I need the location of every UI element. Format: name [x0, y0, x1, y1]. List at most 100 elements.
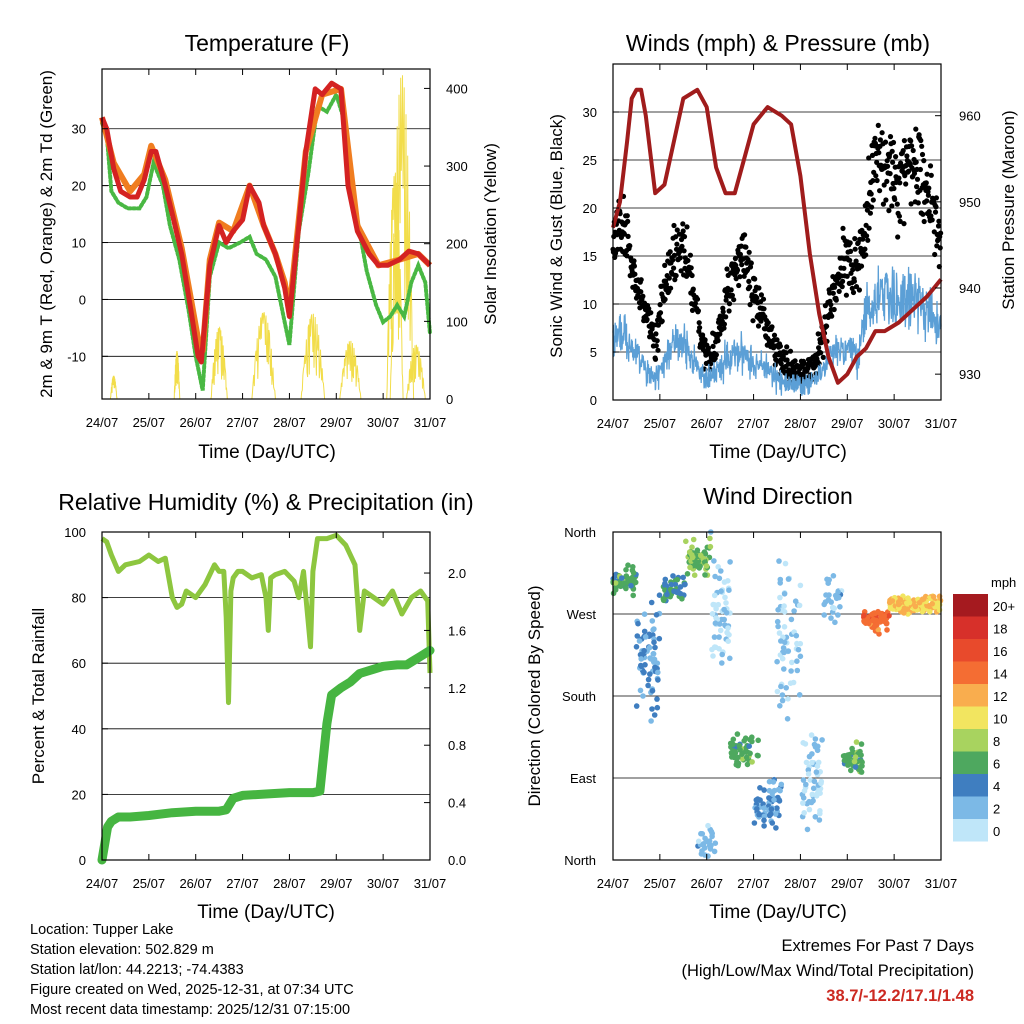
gust-point: [875, 122, 881, 128]
direction-point: [794, 658, 800, 664]
direction-point: [801, 788, 808, 794]
direction-point: [788, 668, 794, 674]
gust-point: [935, 223, 942, 229]
speed-legend-swatch: [953, 594, 988, 617]
x-tick-label: 31/07: [925, 416, 958, 431]
direction-y-tick: West: [567, 607, 597, 622]
gust-point: [657, 302, 663, 308]
direction-point: [852, 754, 859, 760]
direction-point: [709, 611, 716, 617]
direction-point: [904, 600, 910, 606]
gust-point: [679, 243, 685, 249]
gust-point: [921, 218, 927, 225]
direction-point: [832, 619, 838, 626]
temperature-y-tick: 20: [72, 179, 86, 194]
gust-point: [737, 274, 743, 280]
gust-point: [909, 143, 915, 149]
gust-point: [761, 306, 767, 312]
direction-point: [681, 581, 688, 588]
direction-point: [804, 826, 811, 833]
gust-point: [758, 292, 765, 298]
gust-point: [654, 338, 660, 344]
gust-point: [769, 324, 775, 330]
most-recent-timestamp: Most recent data timestamp: 2025/12/31 0…: [30, 1002, 351, 1018]
gust-point: [924, 171, 930, 177]
gust-point: [841, 265, 847, 271]
gust-point: [697, 325, 703, 331]
direction-point: [895, 601, 902, 608]
x-tick-label: 27/07: [226, 876, 259, 891]
figure-created: Figure created on Wed, 2025-12-31, at 07…: [30, 982, 354, 998]
gust-point: [910, 147, 916, 154]
humidity-plot-frame: [101, 531, 431, 861]
station-pressure-line: [611, 87, 943, 385]
direction-point: [640, 693, 646, 699]
direction-point: [719, 651, 725, 658]
gust-point: [870, 197, 876, 203]
gust-point: [917, 166, 924, 173]
direction-point: [850, 749, 856, 756]
direction-point: [654, 704, 661, 711]
direction-point: [717, 627, 724, 634]
direction-point: [707, 535, 713, 542]
gust-point: [916, 132, 922, 138]
direction-point: [782, 560, 789, 567]
gust-point: [777, 343, 784, 349]
gust-point: [688, 265, 694, 271]
direction-point: [621, 580, 628, 587]
direction-point: [668, 581, 675, 588]
direction-point: [664, 591, 670, 598]
direction-point: [735, 754, 741, 761]
direction-point: [901, 605, 908, 612]
direction-point: [929, 601, 935, 607]
speed-legend-label: 14: [993, 667, 1007, 682]
gust-point: [743, 244, 749, 250]
direction-point: [649, 706, 655, 712]
gust-point: [726, 308, 732, 314]
direction-point: [861, 612, 867, 619]
winds-axes: 0 5 10 15 20 25 30 930 940 950 960 24/07 25/07 26/07 2…: [583, 64, 981, 431]
gust-point: [889, 203, 895, 209]
gust-point: [653, 343, 659, 349]
rain-y-tick: 0.8: [448, 738, 466, 753]
temperature-y-tick: 0: [79, 292, 86, 307]
direction-point: [811, 778, 818, 785]
speed-legend-label: 8: [993, 734, 1000, 749]
gust-point: [818, 350, 824, 356]
direction-panel: Wind Direction NorthEastSouthWestNorth24…: [525, 483, 1016, 923]
x-tick-label: 29/07: [320, 876, 353, 891]
gust-point: [927, 163, 934, 169]
direction-point: [641, 669, 647, 676]
direction-point: [787, 680, 794, 686]
direction-point: [779, 692, 786, 698]
gust-point: [932, 209, 939, 215]
direction-point: [712, 573, 718, 580]
x-tick-label: 24/07: [597, 876, 630, 891]
gust-point: [918, 137, 924, 144]
direction-point: [736, 742, 743, 749]
direction-point: [734, 731, 741, 737]
direction-point: [686, 549, 693, 555]
direction-point: [744, 761, 751, 768]
direction-point: [810, 785, 817, 792]
gust-point: [673, 273, 679, 279]
gust-point: [832, 284, 838, 290]
humidity-y-tick: 40: [72, 722, 86, 737]
winds-ylabel: Sonic Wind & Gust (Blue, Black): [547, 114, 566, 358]
direction-point: [747, 750, 753, 757]
direction-point: [791, 608, 797, 614]
gust-point: [877, 137, 884, 143]
gust-point: [750, 318, 756, 324]
direction-point: [722, 594, 728, 601]
direction-point: [875, 626, 881, 633]
x-tick-label: 25/07: [644, 876, 677, 891]
direction-point: [630, 564, 636, 570]
direction-point: [801, 810, 807, 816]
gust-point: [920, 211, 926, 217]
direction-point: [749, 734, 755, 740]
solar-ylabel: Solar Insolation (Yellow): [481, 143, 500, 325]
gust-point: [724, 266, 730, 272]
station-location: Location: Tupper Lake: [30, 922, 174, 938]
gust-point: [887, 171, 893, 177]
gust-point: [655, 347, 661, 353]
